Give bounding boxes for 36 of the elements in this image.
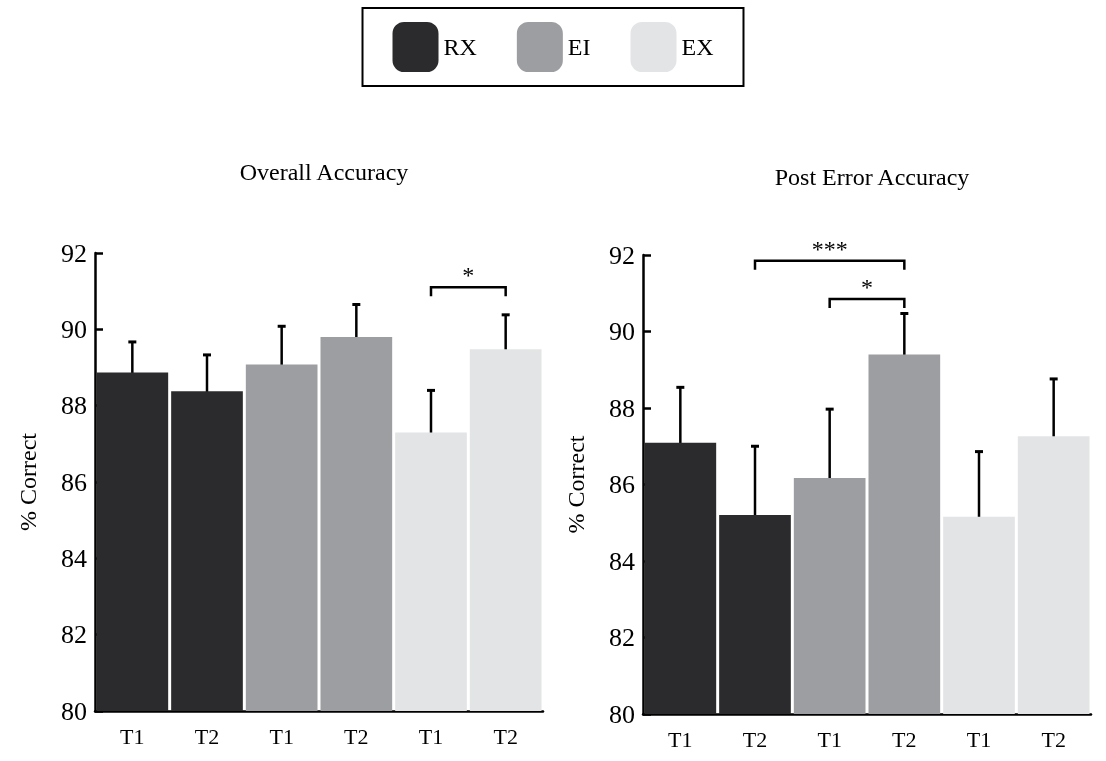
legend-label: RX [443,34,477,60]
x-tick-label: T2 [344,723,369,749]
y-tick-label: 88 [609,393,635,423]
x-tick-label: T1 [120,723,145,749]
y-tick-label: 86 [61,467,87,497]
x-tick-label: T2 [742,726,768,752]
x-tick-label: T1 [966,726,992,752]
y-tick-label: 84 [61,543,87,573]
annotation: * [462,262,475,289]
x-tick-label: T2 [1041,726,1066,752]
x-tick-label: T2 [194,723,220,749]
y-tick-label: 90 [61,314,87,344]
y-axis-title: % Correct [15,432,41,531]
legend-label: EI [567,34,591,60]
y-tick-label: 82 [61,620,87,650]
y-tick-label: 90 [609,317,635,346]
x-tick-label: T1 [269,723,294,749]
y-tick-label: 88 [61,391,87,421]
y-tick-label: 80 [61,696,87,726]
x-tick-label: T1 [817,726,842,752]
annotation: *** [811,235,848,262]
y-axis-title: % Correct [563,435,589,534]
annotation: * [861,273,873,300]
x-tick-label: T1 [668,726,693,752]
legend-label: EX [681,34,714,60]
y-tick-label: 92 [61,238,87,268]
y-tick-label: 86 [609,470,635,499]
y-tick-label: 84 [609,546,635,576]
y-tick-label: 82 [609,623,635,652]
y-tick-label: 80 [609,699,635,729]
x-tick-label: T2 [892,726,917,752]
y-tick-label: 92 [609,240,635,270]
chart-title: Post Error Accuracy [774,164,970,190]
x-tick-label: T2 [493,723,518,749]
chart-title: Overall Accuracy [239,159,409,185]
x-tick-label: T1 [418,723,444,749]
